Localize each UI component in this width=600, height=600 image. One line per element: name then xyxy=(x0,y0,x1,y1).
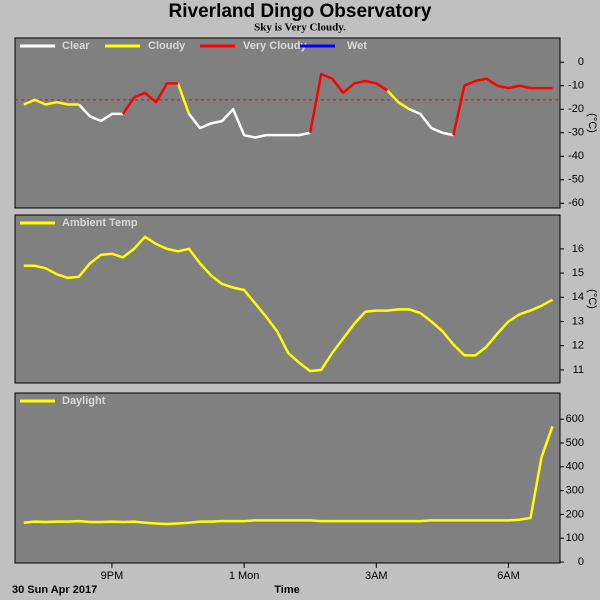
x-tick-label: 1 Mon xyxy=(229,570,260,582)
y-tick-label: 16 xyxy=(572,243,584,255)
legend-label: Very Cloudy xyxy=(243,40,307,52)
y-tick-label: 0 xyxy=(578,556,584,568)
x-axis-label: Time xyxy=(274,584,299,596)
y-tick-label: 500 xyxy=(566,437,584,449)
y-tick-label: 300 xyxy=(566,485,584,497)
data-line xyxy=(23,235,554,373)
y-tick-label: -50 xyxy=(568,174,584,186)
y-tick-label: -20 xyxy=(568,103,584,115)
y-tick-label: -10 xyxy=(568,80,584,92)
legend-label: Ambient Temp xyxy=(62,217,138,229)
y-tick-label: 12 xyxy=(572,340,584,352)
x-tick-label: 9PM xyxy=(101,570,124,582)
data-line xyxy=(77,103,454,139)
y-tick-label: 0 xyxy=(578,56,584,68)
y-axis-label: (°C) xyxy=(586,113,598,133)
legend-label: Wet xyxy=(347,40,367,52)
plot-area xyxy=(14,392,561,564)
data-line xyxy=(121,72,553,136)
data-line xyxy=(23,425,554,526)
y-tick-label: 100 xyxy=(566,532,584,544)
y-axis-label: (°C) xyxy=(586,289,598,309)
legend-label: Clear xyxy=(62,40,90,52)
title: Riverland Dingo Observatory xyxy=(169,1,432,22)
y-tick-label: 15 xyxy=(572,267,584,279)
legend-label: Daylight xyxy=(62,395,106,407)
y-tick-label: 13 xyxy=(572,315,584,327)
y-tick-label: -40 xyxy=(568,150,584,162)
y-tick-label: -60 xyxy=(568,197,584,209)
data-line xyxy=(23,82,410,115)
x-tick-label: 6AM xyxy=(497,570,520,582)
date-label: 30 Sun Apr 2017 xyxy=(12,584,97,596)
y-tick-label: -30 xyxy=(568,127,584,139)
x-tick-label: 3AM xyxy=(365,570,388,582)
y-tick-label: 14 xyxy=(572,291,584,303)
plot-area xyxy=(14,214,561,384)
plot-area xyxy=(14,37,561,209)
y-tick-label: 11 xyxy=(573,364,584,376)
y-tick-label: 600 xyxy=(566,413,584,425)
legend-label: Cloudy xyxy=(148,40,186,52)
y-tick-label: 200 xyxy=(566,508,584,520)
subtitle: Sky is Very Cloudy. xyxy=(254,22,346,34)
y-tick-label: 400 xyxy=(566,461,584,473)
